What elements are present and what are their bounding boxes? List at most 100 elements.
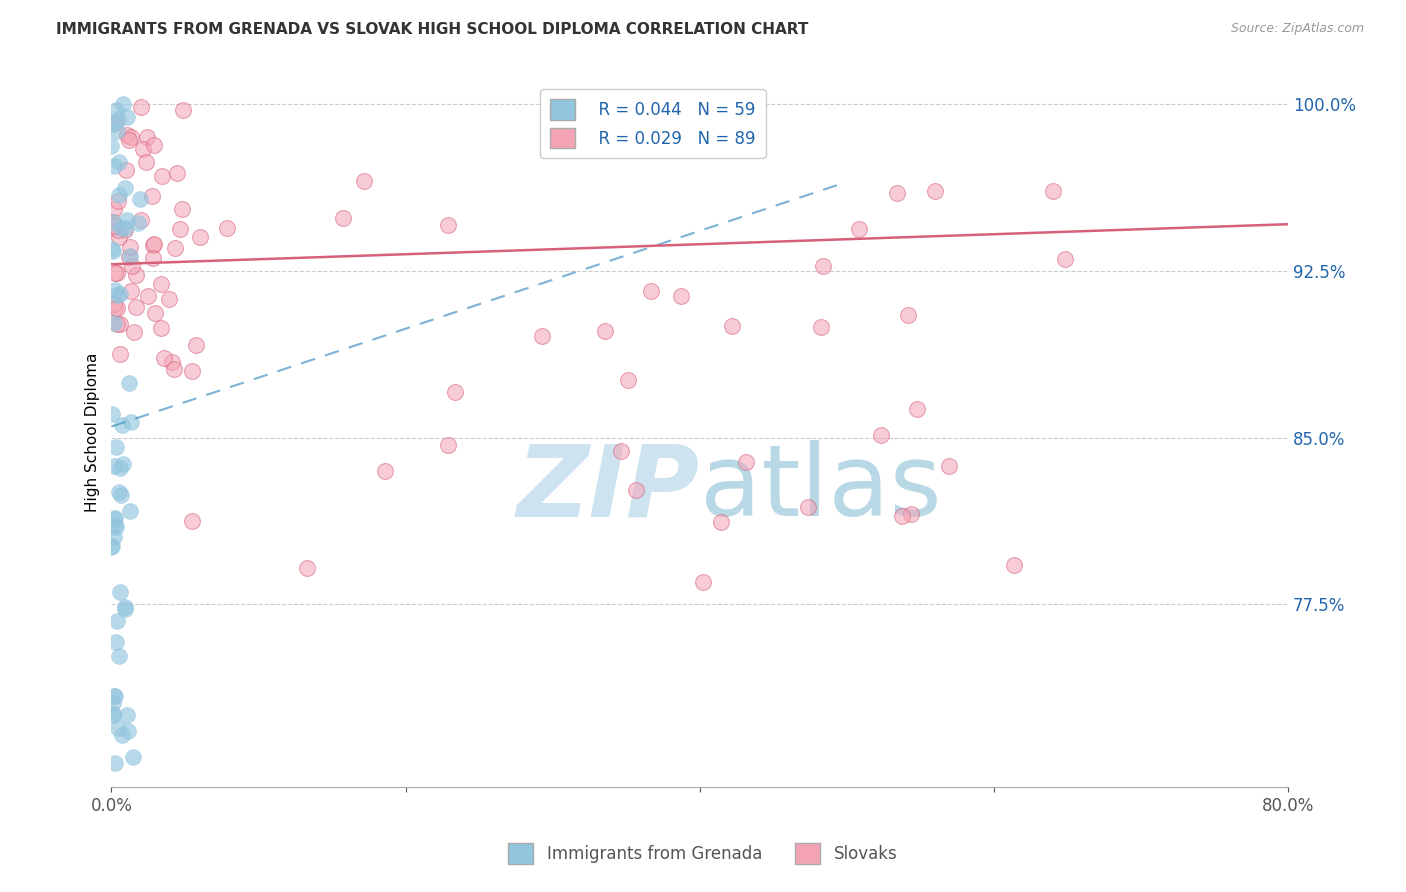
Point: [122, 325, 145, 339]
Point: [1042, 184, 1064, 198]
Point: [103, 316, 125, 330]
Point: [150, 169, 173, 183]
Point: [104, 756, 127, 770]
Point: [143, 306, 166, 320]
Point: [143, 138, 166, 153]
Point: [869, 428, 891, 442]
Point: [104, 440, 127, 454]
Point: [115, 110, 138, 124]
Point: [169, 222, 191, 236]
Point: [437, 438, 460, 452]
Point: [103, 510, 125, 524]
Text: ZIP: ZIP: [516, 441, 700, 537]
Point: [813, 259, 835, 273]
Point: [103, 219, 125, 233]
Point: [105, 124, 128, 138]
Point: [720, 319, 742, 334]
Point: [710, 515, 733, 529]
Point: [118, 504, 141, 518]
Point: [163, 241, 186, 255]
Point: [107, 112, 129, 127]
Point: [118, 250, 141, 264]
Point: [640, 284, 662, 298]
Point: [101, 215, 124, 229]
Point: [103, 689, 125, 703]
Point: [100, 541, 122, 555]
Point: [188, 230, 211, 244]
Point: [118, 249, 141, 263]
Point: [132, 142, 155, 156]
Point: [111, 728, 134, 742]
Point: [108, 648, 131, 663]
Point: [105, 266, 128, 280]
Point: [120, 415, 142, 429]
Point: [122, 750, 145, 764]
Point: [692, 574, 714, 589]
Point: [295, 561, 318, 575]
Point: [160, 355, 183, 369]
Point: [101, 407, 124, 421]
Point: [101, 706, 124, 721]
Point: [374, 464, 396, 478]
Point: [149, 321, 172, 335]
Point: [617, 373, 640, 387]
Point: [444, 385, 467, 400]
Point: [100, 139, 122, 153]
Point: [105, 317, 128, 331]
Point: [129, 192, 152, 206]
Point: [108, 461, 131, 475]
Y-axis label: High School Diploma: High School Diploma: [86, 352, 100, 512]
Point: [142, 238, 165, 252]
Point: [136, 129, 159, 144]
Point: [143, 236, 166, 251]
Point: [924, 184, 946, 198]
Point: [108, 154, 131, 169]
Point: [107, 222, 129, 236]
Point: [891, 508, 914, 523]
Point: [103, 159, 125, 173]
Point: [115, 163, 138, 178]
Point: [107, 194, 129, 208]
Point: [111, 418, 134, 433]
Point: [142, 251, 165, 265]
Point: [163, 362, 186, 376]
Point: [115, 708, 138, 723]
Point: [797, 500, 820, 515]
Text: atlas: atlas: [700, 441, 942, 537]
Point: [170, 202, 193, 217]
Point: [141, 188, 163, 202]
Point: [114, 223, 136, 237]
Point: [215, 220, 238, 235]
Point: [103, 296, 125, 310]
Point: [115, 128, 138, 143]
Point: [669, 289, 692, 303]
Point: [103, 459, 125, 474]
Point: [104, 103, 127, 118]
Text: IMMIGRANTS FROM GRENADA VS SLOVAK HIGH SCHOOL DIPLOMA CORRELATION CHART: IMMIGRANTS FROM GRENADA VS SLOVAK HIGH S…: [56, 22, 808, 37]
Point: [125, 268, 148, 282]
Point: [138, 289, 160, 303]
Point: [114, 181, 136, 195]
Point: [101, 118, 124, 132]
Point: [105, 288, 128, 302]
Text: Source: ZipAtlas.com: Source: ZipAtlas.com: [1230, 22, 1364, 36]
Point: [110, 488, 132, 502]
Point: [101, 539, 124, 553]
Point: [105, 614, 128, 628]
Point: [110, 220, 132, 235]
Point: [810, 319, 832, 334]
Point: [120, 284, 142, 298]
Point: [129, 213, 152, 227]
Point: [609, 443, 631, 458]
Point: [624, 483, 647, 497]
Point: [900, 508, 922, 522]
Point: [108, 485, 131, 500]
Point: [135, 154, 157, 169]
Point: [108, 347, 131, 361]
Point: [120, 129, 142, 144]
Point: [114, 221, 136, 235]
Point: [115, 212, 138, 227]
Point: [125, 300, 148, 314]
Point: [118, 133, 141, 147]
Point: [111, 97, 134, 112]
